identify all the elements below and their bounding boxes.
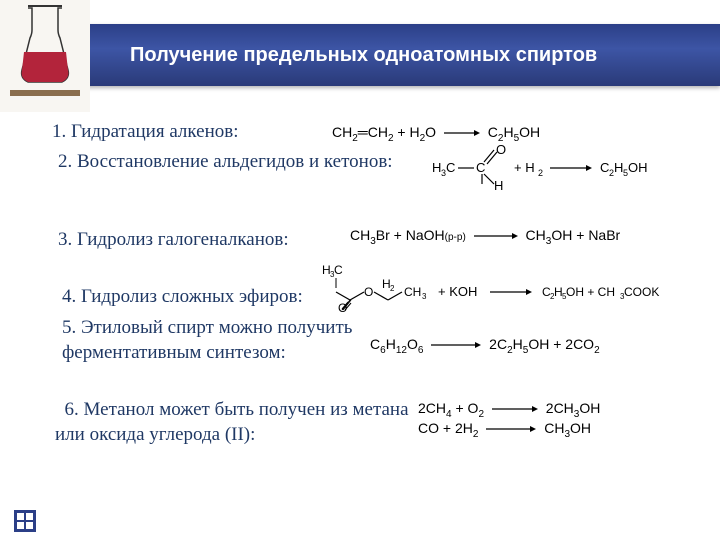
equation-1: CH2═CH2 + H2O C2H5OH <box>332 124 540 144</box>
equation-4: H 3 C C O O O O H 2 CH 3 + KOH <box>320 262 710 315</box>
equation-2: H 3 C C O H H + H 2 C 2 H 5 OH <box>432 144 672 193</box>
slide-title: Получение предельных одноатомных спиртов <box>130 44 597 67</box>
svg-text:C: C <box>600 160 609 175</box>
item-3-text: Гидролиз галогеналканов: <box>77 229 289 250</box>
item-2: 2. Восстановление альдегидов и кетонов: <box>58 150 393 175</box>
item-6: 6. Метанол может быть получен из метана … <box>55 398 410 447</box>
item-3-num: 3. <box>58 229 72 250</box>
item-1-text: Гидратация алкенов: <box>71 121 239 142</box>
svg-text:H: H <box>432 160 441 175</box>
flask-image <box>0 0 90 112</box>
svg-text:O: O <box>364 285 373 299</box>
svg-text:O: O <box>496 144 506 157</box>
svg-text:O: O <box>338 301 347 312</box>
equation-6b: CO + 2H2 CH3OH <box>418 420 591 440</box>
svg-text:3: 3 <box>422 292 427 301</box>
svg-text:OH: OH <box>628 160 648 175</box>
item-5-text: Этиловый спирт можно получить ферментати… <box>62 317 352 363</box>
svg-text:C: C <box>476 160 485 175</box>
item-5: 5. Этиловый спирт можно получить фермент… <box>62 316 402 365</box>
item-4: 4. Гидролиз сложных эфиров: <box>62 285 303 310</box>
svg-text:H: H <box>614 160 623 175</box>
item-3: 3. Гидролиз галогеналканов: <box>58 228 289 253</box>
slide-title-bar: Получение предельных одноатомных спиртов <box>0 24 720 86</box>
equation-5: C6H12O6 2C2H5OH + 2CO2 <box>370 336 600 356</box>
svg-text:C: C <box>334 263 343 277</box>
item-6-num: 6. <box>65 399 79 420</box>
template-logo-icon <box>14 510 36 532</box>
item-1: 1. Гидратация алкенов: <box>52 120 239 145</box>
svg-text:H: H <box>494 178 503 190</box>
item-4-num: 4. <box>62 286 76 307</box>
svg-text:2: 2 <box>390 284 395 293</box>
item-6-text: Метанол может быть получен из метана или… <box>55 399 409 445</box>
item-4-text: Гидролиз сложных эфиров: <box>81 286 303 307</box>
svg-text:COOK: COOK <box>624 285 659 299</box>
svg-text:+ KOH: + KOH <box>438 284 477 299</box>
svg-text:OH + CH: OH + CH <box>566 285 615 299</box>
svg-text:CH: CH <box>404 285 421 299</box>
item-2-text: Восстановление альдегидов и кетонов: <box>77 151 393 172</box>
svg-text:2: 2 <box>538 168 543 178</box>
item-2-num: 2. <box>58 151 72 172</box>
item-5-num: 5. <box>62 317 76 338</box>
svg-text:+ H: + H <box>514 160 535 175</box>
equation-3: CH3Br + NaOH(р-р) CH3OH + NaBr <box>350 227 620 247</box>
equation-6a: 2CH4 + O2 2CH3OH <box>418 400 600 420</box>
item-1-num: 1. <box>52 121 66 142</box>
svg-text:C: C <box>446 160 455 175</box>
